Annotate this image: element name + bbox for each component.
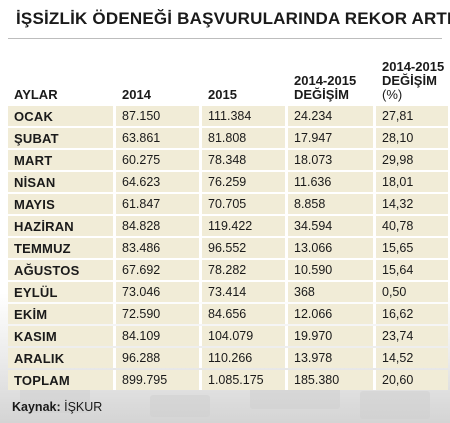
cell-pct: 15,65 xyxy=(376,238,448,258)
cell-2014: 60.275 xyxy=(116,150,202,170)
cell-pct: 14,32 xyxy=(376,194,448,214)
table-row: NİSAN 64.623 76.259 11.636 18,01 xyxy=(8,172,448,192)
cell-2015: 84.656 xyxy=(202,304,288,324)
cell-2014: 83.486 xyxy=(116,238,202,258)
cell-month: TEMMUZ xyxy=(8,238,116,258)
cell-pct: 18,01 xyxy=(376,172,448,192)
cell-pct: 28,10 xyxy=(376,128,448,148)
cell-2014: 63.861 xyxy=(116,128,202,148)
cell-pct: 14,52 xyxy=(376,348,448,368)
table-row: TOPLAM 899.795 1.085.175 185.380 20,60 xyxy=(8,370,448,390)
table-row: MAYIS 61.847 70.705 8.858 14,32 xyxy=(8,194,448,214)
cell-2014: 96.288 xyxy=(116,348,202,368)
cell-month: HAZİRAN xyxy=(8,216,116,236)
cell-month: MART xyxy=(8,150,116,170)
col-header-pct: 2014-2015 DEĞİŞİM (%) xyxy=(376,60,448,104)
table-row: HAZİRAN 84.828 119.422 34.594 40,78 xyxy=(8,216,448,236)
table-row: EYLÜL 73.046 73.414 368 0,50 xyxy=(8,282,448,302)
cell-2014: 87.150 xyxy=(116,106,202,126)
cell-diff: 13.066 xyxy=(288,238,376,258)
cell-month: EKİM xyxy=(8,304,116,324)
cell-pct: 15,64 xyxy=(376,260,448,280)
cell-2015: 76.259 xyxy=(202,172,288,192)
col-header-month: AYLAR xyxy=(14,87,58,102)
col-header-2014: 2014 xyxy=(122,87,151,102)
cell-2014: 84.828 xyxy=(116,216,202,236)
table-row: KASIM 84.109 104.079 19.970 23,74 xyxy=(8,326,448,346)
cell-diff: 34.594 xyxy=(288,216,376,236)
cell-diff: 10.590 xyxy=(288,260,376,280)
cell-2014: 64.623 xyxy=(116,172,202,192)
cell-month: KASIM xyxy=(8,326,116,346)
table-row: EKİM 72.590 84.656 12.066 16,62 xyxy=(8,304,448,324)
cell-2015: 110.266 xyxy=(202,348,288,368)
cell-2014: 73.046 xyxy=(116,282,202,302)
table-body: OCAK 87.150 111.384 24.234 27,81 ŞUBAT 63.861 8… xyxy=(8,106,448,390)
col-header-2015: 2015 xyxy=(208,87,237,102)
col-header-diff-line2: DEĞİŞİM xyxy=(294,87,349,102)
table-row: TEMMUZ 83.486 96.552 13.066 15,65 xyxy=(8,238,448,258)
cell-diff: 368 xyxy=(288,282,376,302)
cell-diff: 8.858 xyxy=(288,194,376,214)
cell-month: MAYIS xyxy=(8,194,116,214)
table-row: OCAK 87.150 111.384 24.234 27,81 xyxy=(8,106,448,126)
table-row: ARALIK 96.288 110.266 13.978 14,52 xyxy=(8,348,448,368)
cell-2015: 1.085.175 xyxy=(202,370,288,390)
cell-2014: 67.692 xyxy=(116,260,202,280)
cell-2015: 73.414 xyxy=(202,282,288,302)
cell-2014: 84.109 xyxy=(116,326,202,346)
cell-diff: 11.636 xyxy=(288,172,376,192)
cell-2015: 111.384 xyxy=(202,106,288,126)
cell-2014: 899.795 xyxy=(116,370,202,390)
cell-month: OCAK xyxy=(8,106,116,126)
cell-month: ŞUBAT xyxy=(8,128,116,148)
cell-pct: 23,74 xyxy=(376,326,448,346)
cell-2015: 78.282 xyxy=(202,260,288,280)
cell-2015: 119.422 xyxy=(202,216,288,236)
data-table: AYLAR 2014 2015 2014-2015 DEĞİŞİM 2014-2… xyxy=(8,58,448,392)
cell-month: AĞUSTOS xyxy=(8,260,116,280)
cell-pct: 27,81 xyxy=(376,106,448,126)
cell-month: ARALIK xyxy=(8,348,116,368)
col-header-pct-line2: DEĞİŞİM xyxy=(382,73,437,88)
table-row: AĞUSTOS 67.692 78.282 10.590 15,64 xyxy=(8,260,448,280)
cell-pct: 16,62 xyxy=(376,304,448,324)
page-title: İŞSİZLİK ÖDENEĞİ BAŞVURULARINDA REKOR AR… xyxy=(16,9,450,28)
cell-diff: 17.947 xyxy=(288,128,376,148)
cell-2015: 78.348 xyxy=(202,150,288,170)
table-header: AYLAR 2014 2015 2014-2015 DEĞİŞİM 2014-2… xyxy=(8,60,448,104)
col-header-pct-unit: (%) xyxy=(382,87,403,102)
cell-diff: 13.978 xyxy=(288,348,376,368)
col-header-diff-line1: 2014-2015 xyxy=(294,73,357,88)
col-header-pct-line1: 2014-2015 xyxy=(382,59,445,74)
cell-pct: 0,50 xyxy=(376,282,448,302)
divider xyxy=(8,38,442,39)
cell-pct: 29,98 xyxy=(376,150,448,170)
source-label: Kaynak: xyxy=(12,400,61,414)
source-value: İŞKUR xyxy=(64,400,103,414)
cell-pct: 40,78 xyxy=(376,216,448,236)
cell-diff: 18.073 xyxy=(288,150,376,170)
table-row: ŞUBAT 63.861 81.808 17.947 28,10 xyxy=(8,128,448,148)
cell-2014: 72.590 xyxy=(116,304,202,324)
cell-month: NİSAN xyxy=(8,172,116,192)
cell-diff: 24.234 xyxy=(288,106,376,126)
cell-2014: 61.847 xyxy=(116,194,202,214)
cell-2015: 70.705 xyxy=(202,194,288,214)
col-header-diff: 2014-2015 DEĞİŞİM xyxy=(288,60,376,104)
cell-2015: 81.808 xyxy=(202,128,288,148)
cell-diff: 19.970 xyxy=(288,326,376,346)
cell-diff: 185.380 xyxy=(288,370,376,390)
cell-diff: 12.066 xyxy=(288,304,376,324)
cell-month: TOPLAM xyxy=(8,370,116,390)
cell-2015: 104.079 xyxy=(202,326,288,346)
header: İŞSİZLİK ÖDENEĞİ BAŞVURULARINDA REKOR AR… xyxy=(0,0,450,38)
table-row: MART 60.275 78.348 18.073 29,98 xyxy=(8,150,448,170)
cell-2015: 96.552 xyxy=(202,238,288,258)
source-note: Kaynak: İŞKUR xyxy=(12,400,102,414)
cell-month: EYLÜL xyxy=(8,282,116,302)
cell-pct: 20,60 xyxy=(376,370,448,390)
